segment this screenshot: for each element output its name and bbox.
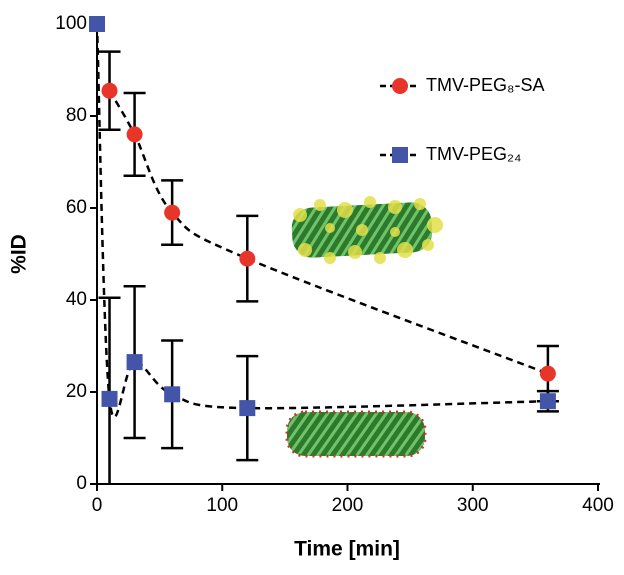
y-tick-label: 0 [76,473,87,494]
data-point [101,82,118,99]
legend-marker [392,78,408,94]
data-point [539,393,556,410]
legend-label: TMV-PEG₂₄ [426,144,521,164]
tmv-peg24-illustration [285,410,427,458]
data-point [539,365,556,382]
x-tick-label: 0 [92,495,103,516]
legend-label: TMV-PEG₈-SA [426,75,544,95]
x-axis-label: Time [min] [294,538,400,561]
y-tick-label: 100 [55,13,87,34]
y-tick-label: 40 [66,289,87,310]
y-tick-label: 20 [66,381,87,402]
x-tick-label: 100 [206,495,238,516]
tmv-peg8-sa-illustration [291,196,443,264]
x-tick-label: 400 [582,495,614,516]
data-point [126,354,143,371]
data-point [126,126,143,143]
data-point [101,390,118,407]
x-tick-label: 300 [457,495,489,516]
y-axis-label: %ID [8,234,31,274]
error-bar [98,296,121,484]
data-point [239,250,256,267]
legend-marker [392,147,408,163]
data-point [164,204,181,221]
data-point [164,386,181,403]
data-point [239,400,256,417]
x-tick-label: 200 [332,495,364,516]
y-tick-label: 80 [66,105,87,126]
y-tick-label: 60 [66,197,87,218]
data-point [89,16,105,32]
